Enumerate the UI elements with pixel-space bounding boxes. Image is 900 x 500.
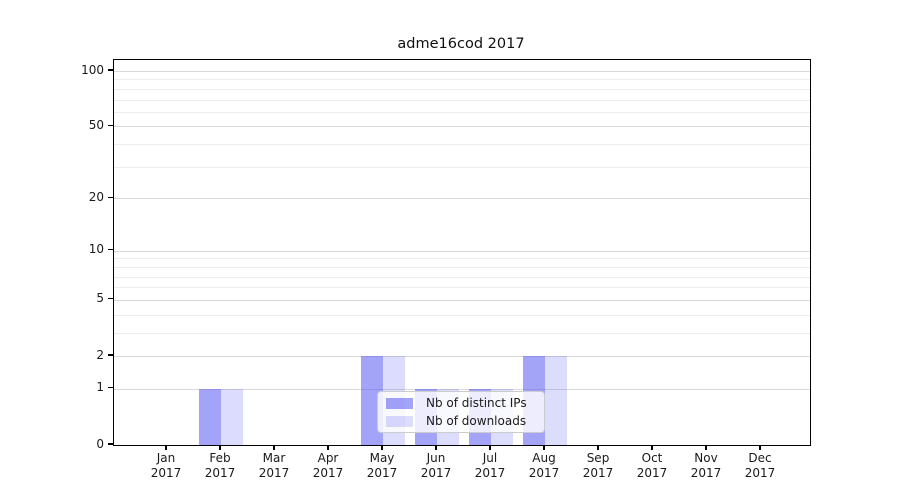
x-tick-month: Jun [426, 451, 446, 465]
x-tick-month: Jul [482, 451, 498, 465]
x-tick-mark [597, 445, 599, 450]
x-tick-label: Oct 2017 [622, 451, 682, 481]
minor-gridline [114, 88, 810, 90]
y-tick-label: 100 [81, 62, 104, 77]
legend-entry: Nb of distinct IPs [384, 394, 538, 412]
x-tick-month: Sep [586, 451, 610, 465]
x-tick-year: 2017 [420, 466, 452, 480]
bar-layer [114, 60, 810, 445]
chart-title: adme16cod 2017 [397, 36, 525, 52]
minor-gridline [114, 99, 810, 101]
y-tick-mark [108, 298, 113, 300]
y-tick-mark [108, 196, 113, 198]
legend-entry: Nb of downloads [384, 412, 538, 430]
minor-gridline [114, 166, 810, 168]
x-tick-label: Apr 2017 [298, 451, 358, 481]
x-tick-year: 2017 [366, 466, 398, 480]
x-tick-label: Jan 2017 [136, 451, 196, 481]
x-tick-month: Oct [641, 451, 663, 465]
x-tick-label: Jul 2017 [460, 451, 520, 481]
x-tick-mark [489, 445, 491, 450]
x-tick-month: Dec [748, 451, 772, 465]
y-tick-label: 50 [88, 117, 104, 132]
minor-gridline [114, 79, 810, 81]
grid-layer [114, 60, 810, 445]
x-tick-label: Nov 2017 [676, 451, 736, 481]
x-tick-year: 2017 [528, 466, 560, 480]
x-tick-mark [651, 445, 653, 450]
x-tick-label: Dec 2017 [730, 451, 790, 481]
x-tick-mark [543, 445, 545, 450]
x-tick-mark [705, 445, 707, 450]
y-tick-mark [108, 443, 113, 445]
legend-label: Nb of distinct IPs [426, 396, 527, 410]
x-tick-mark [381, 445, 383, 450]
x-tick-month: Mar [262, 451, 286, 465]
y-tick-mark [108, 249, 113, 251]
minor-gridline [114, 332, 810, 334]
x-tick-label: Feb 2017 [190, 451, 250, 481]
x-tick-mark [165, 445, 167, 450]
major-gridline [114, 388, 810, 390]
x-tick-mark [759, 445, 761, 450]
x-tick-label: Sep 2017 [568, 451, 628, 481]
x-tick-year: 2017 [258, 466, 290, 480]
y-tick-mark [108, 354, 113, 356]
y-tick-label: 5 [96, 291, 104, 306]
major-gridline [114, 71, 810, 72]
x-tick-month: Nov [694, 451, 718, 465]
minor-gridline [114, 111, 810, 113]
legend-swatch [386, 397, 413, 409]
y-tick-mark [108, 124, 113, 126]
legend-label: Nb of downloads [426, 414, 527, 428]
minor-gridline [114, 276, 810, 278]
x-tick-mark [435, 445, 437, 450]
x-tick-year: 2017 [690, 466, 722, 480]
x-tick-month: Feb [209, 451, 231, 465]
x-tick-mark [327, 445, 329, 450]
x-tick-label: Jun 2017 [406, 451, 466, 481]
x-tick-year: 2017 [636, 466, 668, 480]
plot-area: Nb of distinct IPs Nb of downloads [113, 59, 811, 446]
bar-feb-downloads [221, 388, 243, 445]
y-tick-mark [108, 387, 113, 389]
x-tick-label: May 2017 [352, 451, 412, 481]
x-tick-year: 2017 [204, 466, 236, 480]
minor-gridline [114, 314, 810, 316]
major-gridline [114, 198, 810, 200]
legend-swatch [386, 415, 413, 427]
bar-feb-distinct-ips [199, 388, 221, 445]
minor-gridline [114, 258, 810, 260]
major-gridline [114, 126, 810, 128]
x-tick-month: Apr [317, 451, 339, 465]
x-tick-mark [273, 445, 275, 450]
x-tick-month: Jan [156, 451, 176, 465]
x-tick-year: 2017 [150, 466, 182, 480]
minor-gridline [114, 144, 810, 146]
legend: Nb of distinct IPs Nb of downloads [377, 391, 545, 433]
y-tick-label: 0 [96, 436, 104, 451]
y-tick-label: 10 [88, 242, 104, 257]
x-tick-month: Aug [532, 451, 556, 465]
x-tick-year: 2017 [744, 466, 776, 480]
major-gridline [114, 250, 810, 252]
x-tick-label: Aug 2017 [514, 451, 574, 481]
x-tick-year: 2017 [474, 466, 506, 480]
x-tick-mark [219, 445, 221, 450]
major-gridline [114, 299, 810, 301]
y-tick-mark [108, 69, 113, 71]
bar-aug-downloads [545, 356, 567, 445]
minor-gridline [114, 266, 810, 268]
minor-gridline [114, 287, 810, 289]
x-tick-year: 2017 [312, 466, 344, 480]
x-tick-month: May [369, 451, 395, 465]
x-tick-label: Mar 2017 [244, 451, 304, 481]
x-tick-year: 2017 [582, 466, 614, 480]
y-tick-label: 2 [96, 347, 104, 362]
y-tick-label: 1 [96, 380, 104, 395]
major-gridline [114, 356, 810, 357]
y-tick-label: 20 [88, 189, 104, 204]
